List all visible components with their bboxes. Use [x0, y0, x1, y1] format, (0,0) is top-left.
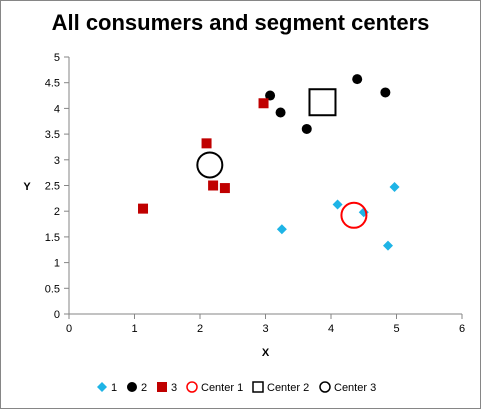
axes — [64, 56, 463, 319]
legend-marker-3 — [157, 382, 167, 392]
y-tick-label: 2 — [54, 206, 60, 218]
x-tick-label: 6 — [459, 323, 465, 335]
point-series-3 — [258, 98, 269, 109]
legend-label-3: 3 — [171, 382, 177, 394]
y-tick-label: 0.5 — [45, 283, 60, 295]
point-series-2 — [265, 90, 276, 101]
x-tick-label: 1 — [131, 323, 137, 335]
point-series-3 — [138, 203, 149, 214]
x-tick-label: 2 — [197, 323, 203, 335]
point-series-3 — [219, 183, 230, 194]
tick-labels: 0 1 2 3 4 5 6 0 0.5 1 1.5 2 2.5 3 3.5 4 4.5 5 — [45, 52, 465, 335]
y-tick-label: 3 — [54, 155, 60, 167]
y-tick-label: 4 — [54, 103, 60, 115]
point-series-2 — [352, 74, 363, 85]
legend-label-center-2: Center 2 — [267, 382, 309, 394]
y-tick-label: 3.5 — [45, 129, 60, 141]
chart-title: All consumers and segment centers — [51, 10, 430, 35]
point-series-2 — [275, 107, 286, 118]
legend-marker-center-2 — [252, 381, 264, 393]
x-tick-label: 4 — [328, 323, 334, 335]
y-tick-label: 2.5 — [45, 181, 60, 193]
point-series-center-3 — [196, 151, 224, 179]
data-points — [138, 74, 400, 251]
legend-label-2: 2 — [141, 382, 147, 394]
legend-label-center-1: Center 1 — [201, 382, 243, 394]
legend-marker-center-3 — [319, 381, 331, 393]
legend-marker-1 — [97, 382, 107, 392]
point-series-3 — [208, 180, 219, 191]
y-tick-label: 5 — [54, 52, 60, 64]
point-series-2 — [380, 87, 391, 98]
legend-label-1: 1 — [111, 382, 117, 394]
x-tick-label: 3 — [262, 323, 268, 335]
y-axis-label: Y — [23, 181, 31, 193]
y-tick-label: 4.5 — [45, 78, 60, 90]
y-tick-label: 0 — [54, 309, 60, 321]
legend-label-center-3: Center 3 — [334, 382, 376, 394]
point-series-center-1 — [340, 201, 368, 229]
legend: 1 2 3 Center 1 Center 2 Center 3 — [97, 381, 376, 394]
point-series-1 — [276, 224, 287, 235]
y-tick-label: 1 — [54, 258, 60, 270]
legend-marker-center-1 — [186, 381, 198, 393]
x-tick-label: 5 — [393, 323, 399, 335]
point-series-1 — [389, 182, 400, 193]
point-series-2 — [301, 123, 312, 134]
point-series-1 — [382, 240, 393, 251]
x-tick-label: 0 — [66, 323, 72, 335]
legend-marker-2 — [127, 382, 137, 392]
point-series-1 — [332, 199, 343, 210]
y-tick-label: 1.5 — [45, 232, 60, 244]
point-series-3 — [201, 138, 212, 149]
x-axis-label: X — [262, 347, 270, 359]
point-series-center-2 — [308, 88, 337, 117]
